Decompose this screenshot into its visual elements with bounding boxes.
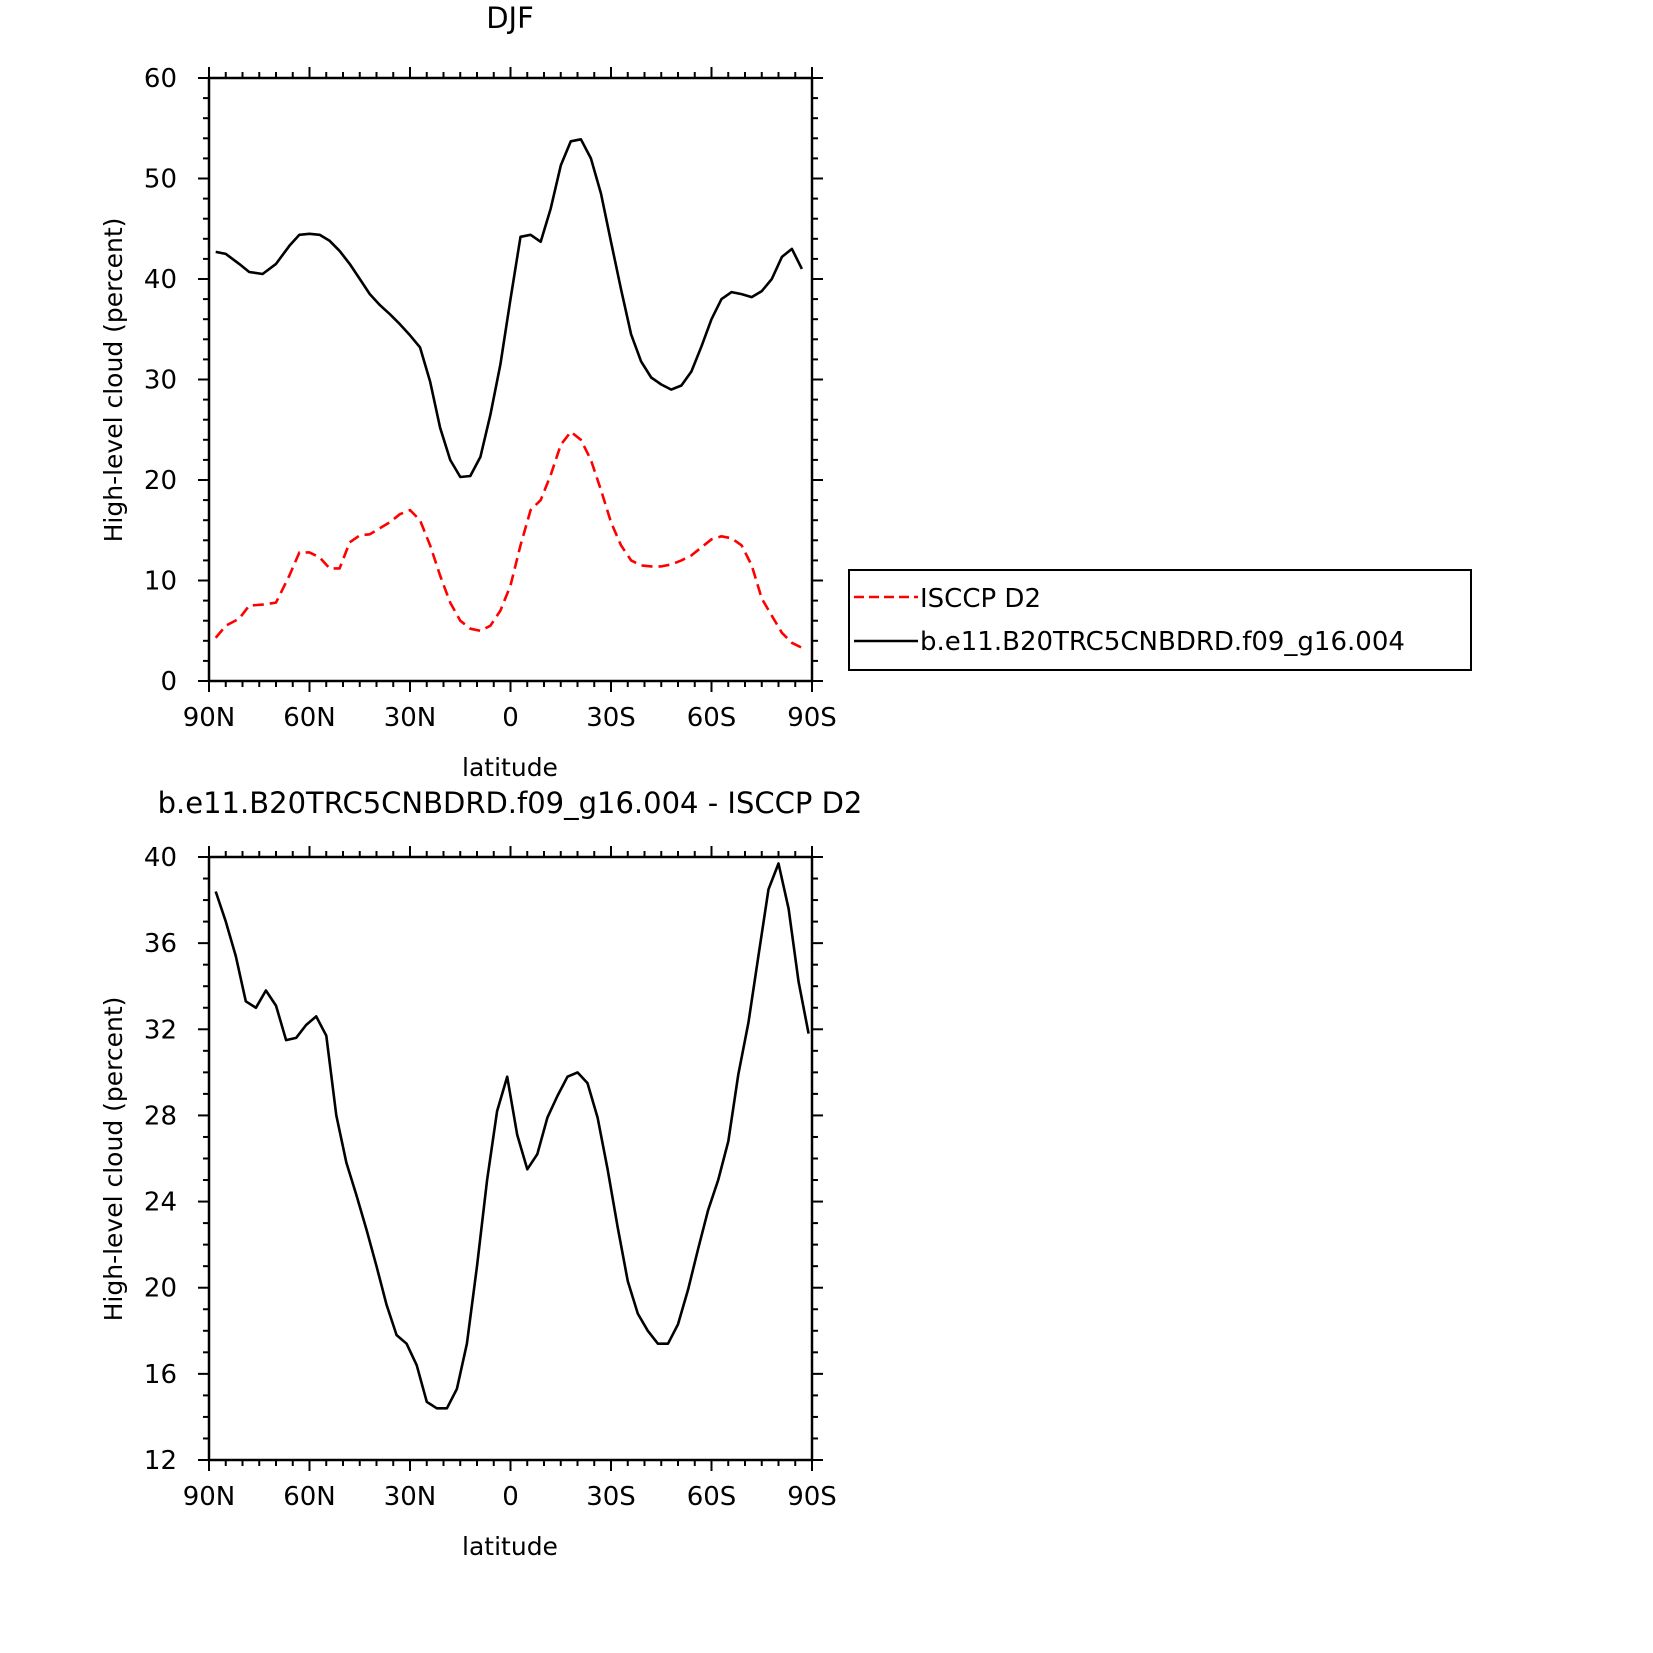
difference-panel: b.e11.B20TRC5CNBDRD.f09_g16.004 - ISCCP …: [99, 786, 862, 1561]
x-tick-label: 60N: [283, 1482, 336, 1512]
legend-label-model: b.e11.B20TRC5CNBDRD.f09_g16.004: [920, 627, 1405, 657]
y-tick-label: 50: [144, 165, 177, 195]
x-tick-label: 90N: [183, 1482, 236, 1512]
y-tick-label: 36: [144, 929, 177, 959]
axis-ticks: [198, 67, 823, 692]
legend-box: [848, 569, 1472, 671]
legend-entry-isccp: ISCCP D2: [854, 584, 1041, 614]
x-tick-label: 60S: [687, 1482, 737, 1512]
legend: ISCCP D2 b.e11.B20TRC5CNBDRD.f09_g16.004: [848, 569, 1472, 671]
series-lines: [214, 862, 810, 1410]
x-tick-label: 30N: [384, 703, 437, 733]
x-tick-label: 90N: [183, 703, 236, 733]
difference-line: [214, 862, 810, 1410]
x-tick-labels: 90N 60N 30N 0 30S 60S 90S: [183, 1482, 837, 1512]
y-axis-label: High-level cloud (percent): [99, 218, 128, 543]
x-tick-label: 90S: [787, 703, 837, 733]
y-tick-label: 0: [160, 667, 177, 697]
plot-frame: [207, 76, 814, 683]
y-tick-label: 20: [144, 466, 177, 496]
x-tick-label: 60S: [687, 703, 737, 733]
plot-frame: [207, 855, 814, 1462]
panel-title: b.e11.B20TRC5CNBDRD.f09_g16.004 - ISCCP …: [158, 786, 863, 820]
y-tick-label: 12: [144, 1446, 177, 1476]
x-tick-label: 0: [502, 703, 519, 733]
series-lines: [214, 138, 804, 649]
y-tick-label: 40: [144, 843, 177, 873]
legend-entry-model: b.e11.B20TRC5CNBDRD.f09_g16.004: [854, 627, 1405, 657]
panel-title: DJF: [486, 1, 534, 35]
legend-label-isccp: ISCCP D2: [920, 584, 1041, 614]
djf-panel: DJF 0 10 20 30 40 50 60 90N 60N 30N 0 30S 60S 90S la…: [99, 1, 837, 782]
y-tick-label: 30: [144, 366, 177, 396]
x-tick-label: 60N: [283, 703, 336, 733]
model-line: [215, 138, 804, 479]
y-axis-label: High-level cloud (percent): [99, 997, 128, 1322]
y-tick-label: 10: [144, 567, 177, 597]
isccp-d2-line: [214, 430, 803, 649]
x-axis-label: latitude: [462, 1532, 558, 1561]
x-tick-labels: 90N 60N 30N 0 30S 60S 90S: [183, 703, 837, 733]
y-tick-labels: 0 10 20 30 40 50 60: [144, 64, 177, 697]
axis-ticks: [198, 846, 823, 1471]
y-tick-label: 32: [144, 1015, 177, 1045]
x-tick-label: 30S: [586, 703, 636, 733]
y-tick-label: 28: [144, 1101, 177, 1131]
y-tick-label: 40: [144, 265, 177, 295]
y-tick-label: 24: [144, 1188, 177, 1218]
x-tick-label: 90S: [787, 1482, 837, 1512]
y-tick-labels: 12 16 20 24 28 32 36 40: [144, 843, 177, 1476]
x-tick-label: 0: [502, 1482, 519, 1512]
y-tick-label: 20: [144, 1274, 177, 1304]
x-tick-label: 30S: [586, 1482, 636, 1512]
x-tick-label: 30N: [384, 1482, 437, 1512]
x-axis-label: latitude: [462, 753, 558, 782]
y-tick-label: 60: [144, 64, 177, 94]
y-tick-label: 16: [144, 1360, 177, 1390]
